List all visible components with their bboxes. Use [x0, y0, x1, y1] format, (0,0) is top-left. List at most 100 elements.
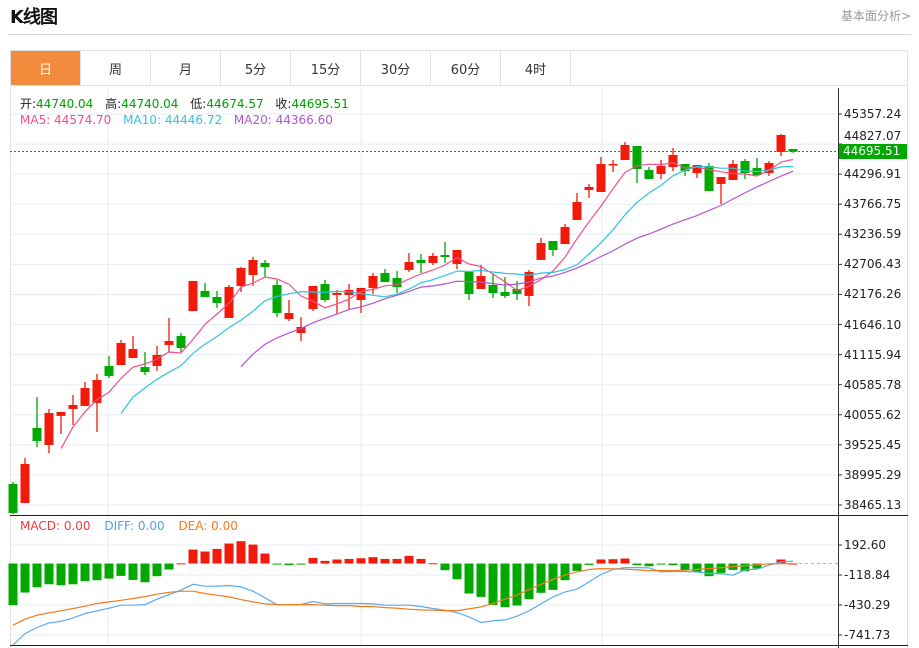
tab-day[interactable]: 日	[11, 51, 81, 85]
macd-bar	[104, 563, 114, 579]
macd-bar	[212, 548, 222, 564]
tab-15min[interactable]: 15分	[291, 51, 361, 85]
tab-30min[interactable]: 30分	[361, 51, 431, 85]
candle-body	[620, 144, 630, 160]
macd-axis-label: -118.84	[844, 567, 891, 582]
fundamental-analysis-link[interactable]: 基本面分析>	[840, 9, 911, 23]
macd-bar	[236, 541, 246, 564]
macd-bar	[164, 563, 174, 570]
macd-axis-label: -430.29	[844, 598, 891, 612]
candle-body	[428, 255, 438, 263]
macd-bar	[680, 563, 690, 571]
macd-axis-label: 192.60	[844, 538, 886, 552]
candle-body	[668, 154, 678, 168]
candle-body	[176, 336, 186, 348]
macd-bar	[692, 563, 702, 573]
candle-body	[380, 272, 390, 282]
dea-value: DEA: 0.00	[178, 519, 238, 533]
candle-body	[32, 427, 42, 441]
chart-frame	[10, 86, 908, 648]
macd-bar	[356, 558, 366, 564]
macd-bar	[32, 563, 42, 588]
low-value: 44674.57	[206, 97, 264, 111]
macd-bar	[584, 563, 594, 565]
price-axis-label: 39525.45	[844, 437, 902, 452]
macd-bar	[380, 558, 390, 564]
close-label: 收:	[275, 97, 292, 111]
price-axis-label: 44827.07	[844, 129, 902, 143]
candle-body	[344, 289, 354, 295]
macd-bar	[488, 563, 498, 605]
candle-body	[128, 348, 138, 358]
macd-bar	[596, 559, 606, 564]
macd-bar	[320, 560, 330, 564]
macd-bar	[200, 551, 210, 564]
macd-bar	[188, 549, 198, 564]
macd-bar	[20, 563, 30, 593]
candle-body	[368, 275, 378, 288]
candle-body	[44, 412, 54, 445]
candle-body	[488, 285, 498, 294]
tab-week[interactable]: 周	[81, 51, 151, 85]
candle-body	[464, 271, 474, 294]
ma10-value: MA10: 44446.72	[123, 113, 223, 127]
macd-bar	[344, 558, 354, 564]
price-axis-label: 43766.75	[844, 197, 902, 212]
ma5-line	[60, 158, 794, 449]
price-axis-label: 40585.78	[844, 377, 902, 392]
price-axis-label: 41115.94	[844, 347, 902, 362]
macd-bar	[560, 563, 570, 581]
tab-5min[interactable]: 5分	[221, 51, 291, 85]
macd-bar	[716, 563, 726, 573]
macd-bar	[524, 563, 534, 600]
macd-bar	[620, 558, 630, 564]
candle-body	[296, 326, 306, 333]
price-axis-label: 41646.10	[844, 317, 902, 332]
macd-bar	[476, 563, 486, 597]
candle-body	[248, 259, 258, 275]
candle-body	[440, 254, 450, 257]
candle-body	[152, 354, 162, 366]
price-axis-label: 42176.26	[844, 287, 902, 302]
ma10-line	[120, 165, 794, 414]
tab-month[interactable]: 月	[151, 51, 221, 85]
candle-body	[692, 165, 702, 174]
ma-info: MA5: 44574.70 MA10: 44446.72 MA20: 44366…	[20, 113, 333, 127]
macd-bar	[740, 563, 750, 572]
close-value: 44695.51	[291, 97, 349, 111]
ohlc-info: 开:44740.04 高:44740.04 低:44674.57 收:44695…	[20, 95, 357, 112]
macd-bar	[440, 563, 450, 571]
candle-body	[80, 387, 90, 406]
price-axis-label: 38995.29	[844, 467, 902, 482]
macd-bar	[536, 563, 546, 593]
candle-body	[68, 404, 78, 409]
candle-body	[404, 261, 414, 270]
candle-body	[416, 259, 426, 263]
candle-body	[548, 240, 558, 250]
candle-body	[728, 163, 738, 180]
candle-body	[596, 163, 606, 192]
tab-60min[interactable]: 60分	[431, 51, 501, 85]
macd-bar	[404, 555, 414, 564]
candle-body	[284, 312, 294, 319]
candle-body	[560, 226, 570, 244]
high-value: 44740.04	[121, 97, 179, 111]
candle-body	[272, 285, 282, 313]
macd-bar	[452, 563, 462, 580]
macd-bar	[632, 563, 642, 566]
macd-bar	[176, 563, 186, 565]
candle-body	[512, 288, 522, 294]
price-axis-label: 38465.13	[844, 498, 902, 512]
candle-body	[764, 162, 774, 174]
macd-bar	[128, 563, 138, 580]
candle-body	[188, 280, 198, 311]
macd-bar	[392, 558, 402, 564]
tab-4hour[interactable]: 4时	[501, 51, 571, 85]
macd-bar	[296, 563, 306, 565]
candle-body	[608, 163, 618, 166]
macd-bar	[260, 553, 270, 564]
macd-bar	[668, 563, 678, 566]
candle-body	[212, 296, 222, 303]
candle-body	[308, 285, 318, 309]
